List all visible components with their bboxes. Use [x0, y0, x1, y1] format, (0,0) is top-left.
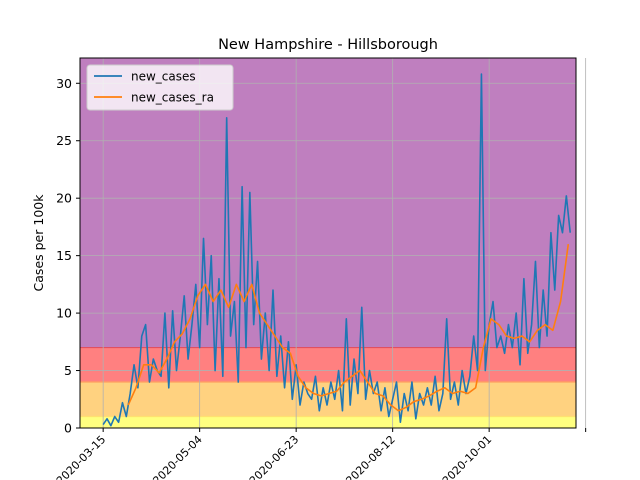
legend: new_cases new_cases_ra: [86, 64, 234, 111]
y-axis: 0 5 10 15 20 25 30: [56, 76, 80, 436]
series-line-new-cases-ra: [127, 244, 570, 412]
y-tick-label: 15: [56, 248, 72, 263]
y-tick-label: 10: [56, 306, 72, 321]
y-tick-label: 5: [64, 363, 72, 378]
x-tick-label: 2020-10-01: [440, 433, 494, 480]
risk-band-0: [80, 416, 576, 428]
x-axis: 2020-03-15 2020-05-04 2020-06-23 2020-08-12…: [54, 428, 587, 480]
x-tick-label: 2020-08-12: [343, 433, 397, 480]
y-tick-label: 20: [56, 191, 72, 206]
x-tick-label: 2020-05-04: [150, 433, 204, 480]
y-tick-label: 30: [56, 76, 72, 91]
grid-lines: [80, 58, 587, 429]
legend-label-new-cases-ra: new_cases_ra: [131, 91, 214, 105]
chart-title: New Hampshire - Hillsborough: [218, 37, 438, 53]
legend-label-new-cases: new_cases: [131, 70, 196, 84]
x-tick-label: 2020-06-23: [247, 433, 301, 480]
legend-box: [86, 64, 234, 111]
risk-band-2: [80, 347, 576, 383]
risk-bands: [80, 58, 576, 428]
y-tick-label: 0: [64, 421, 72, 436]
y-tick-label: 25: [56, 133, 72, 148]
y-axis-label: Cases per 100k: [31, 194, 46, 292]
x-tick-label: 2020-03-15: [54, 433, 108, 480]
series-line-new-cases: [102, 73, 572, 427]
series-lines: [102, 73, 572, 427]
plot-frame: [79, 57, 577, 429]
